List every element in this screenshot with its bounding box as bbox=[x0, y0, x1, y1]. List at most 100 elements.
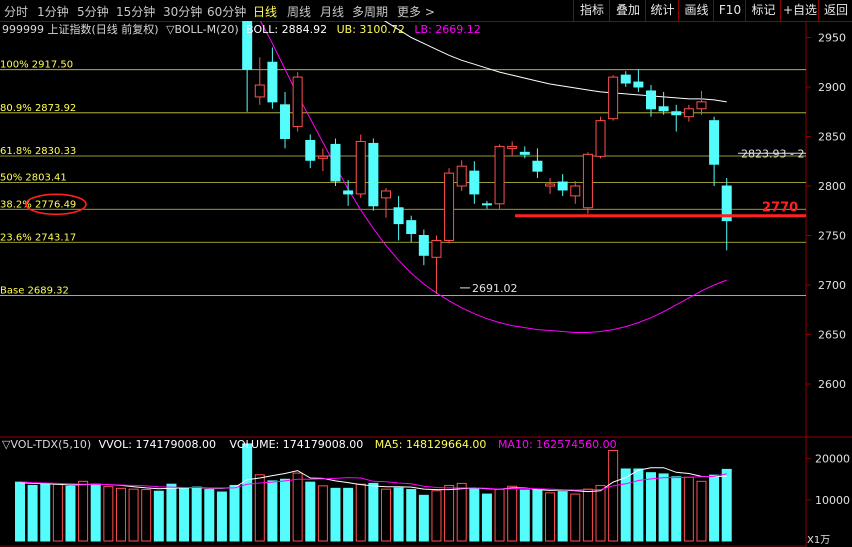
tab-60min[interactable]: 60分钟 bbox=[207, 5, 247, 19]
candle[interactable] bbox=[696, 90, 707, 115]
candle-body-down bbox=[646, 90, 656, 110]
candle-body-up bbox=[456, 165, 467, 187]
volume-bars[interactable] bbox=[15, 443, 732, 542]
candle-body-up bbox=[545, 183, 556, 187]
price-tick-label: 2750 bbox=[818, 230, 846, 243]
price-tick-label: 2850 bbox=[818, 131, 846, 144]
price-tick-label: 2600 bbox=[818, 378, 846, 391]
tab-15min[interactable]: 15分钟 bbox=[116, 5, 156, 19]
candle[interactable] bbox=[368, 138, 379, 211]
candle[interactable] bbox=[431, 235, 442, 294]
candle[interactable] bbox=[671, 104, 682, 132]
boll-lower-line bbox=[259, 21, 727, 333]
volume-bar bbox=[582, 488, 593, 542]
candle-body-down bbox=[406, 220, 417, 235]
fib-label: 50% 2803.41 bbox=[0, 173, 67, 184]
draw-button[interactable]: 画线 bbox=[678, 0, 714, 21]
indicator-name: ▽BOLL-M(20) bbox=[166, 23, 239, 36]
back-button[interactable]: 返回 bbox=[818, 0, 852, 21]
candle[interactable] bbox=[494, 144, 505, 209]
candle[interactable] bbox=[646, 85, 656, 117]
candle[interactable] bbox=[507, 141, 518, 157]
candle[interactable] bbox=[557, 174, 568, 196]
volume-bar bbox=[557, 491, 568, 542]
candle[interactable] bbox=[481, 200, 492, 209]
fib-label: 38.2% 2776.49 bbox=[0, 199, 76, 210]
candle[interactable] bbox=[608, 75, 619, 121]
candle-body-up bbox=[570, 185, 581, 197]
candle[interactable] bbox=[305, 134, 316, 169]
price-axis: 2950 2900 2850 2800 2750 2700 2650 2600 bbox=[806, 32, 846, 391]
candle[interactable] bbox=[292, 72, 303, 132]
candle[interactable] bbox=[242, 21, 253, 112]
ma10-value: MA10: 162574560.00 bbox=[498, 438, 617, 451]
candle[interactable] bbox=[595, 116, 606, 159]
candle-body-down bbox=[658, 106, 669, 112]
volume-moving-averages bbox=[19, 467, 727, 493]
volume-bar bbox=[545, 492, 556, 542]
candle[interactable] bbox=[444, 168, 455, 244]
tab-30min[interactable]: 30分钟 bbox=[163, 5, 203, 19]
candle-body-up bbox=[317, 155, 328, 159]
volume-bar bbox=[27, 484, 38, 542]
candle[interactable] bbox=[406, 215, 417, 243]
volume-bar bbox=[128, 488, 139, 542]
security-name: 999999 上证指数(日线 前复权) bbox=[2, 22, 159, 36]
overlay-button[interactable]: 叠加 bbox=[609, 0, 646, 21]
candle[interactable] bbox=[709, 116, 720, 186]
candle[interactable] bbox=[469, 161, 480, 204]
candle[interactable] bbox=[343, 180, 354, 206]
volume-bar bbox=[608, 449, 619, 542]
tab-intraday[interactable]: 分时 bbox=[4, 5, 29, 19]
candle[interactable] bbox=[254, 57, 265, 105]
add-watchlist-button[interactable]: +自选 bbox=[780, 0, 819, 21]
tab-monthly[interactable]: 月线 bbox=[320, 5, 345, 19]
volume-bar bbox=[204, 489, 215, 542]
candle[interactable] bbox=[418, 229, 429, 266]
candle[interactable] bbox=[280, 91, 291, 149]
volume-bar bbox=[671, 476, 682, 542]
tab-more[interactable]: 更多 > bbox=[397, 5, 435, 19]
price-tick-label: 2900 bbox=[818, 81, 846, 94]
mark-button[interactable]: 标记 bbox=[745, 0, 781, 21]
volume-bar bbox=[343, 487, 354, 542]
candle[interactable] bbox=[532, 148, 543, 179]
fib-label: 100% 2917.50 bbox=[0, 60, 73, 71]
candle[interactable] bbox=[330, 138, 341, 186]
candle[interactable] bbox=[620, 71, 631, 87]
candle[interactable] bbox=[380, 187, 391, 218]
candle[interactable] bbox=[721, 178, 732, 251]
candle[interactable] bbox=[683, 104, 694, 122]
volume-unit-label: X1万 bbox=[807, 535, 830, 546]
volume-bar bbox=[355, 483, 366, 542]
candlesticks[interactable] bbox=[16, 21, 732, 294]
candle[interactable] bbox=[582, 152, 593, 214]
candle[interactable] bbox=[393, 195, 404, 241]
stats-button[interactable]: 统计 bbox=[645, 0, 679, 21]
annotations: 3105.58 - 3100.683008.73 - 2984.972691.0… bbox=[25, 147, 806, 295]
candle[interactable] bbox=[317, 148, 328, 172]
tab-5min[interactable]: 5分钟 bbox=[77, 5, 109, 19]
candle[interactable] bbox=[545, 178, 556, 194]
tab-1min[interactable]: 1分钟 bbox=[37, 5, 69, 19]
candle[interactable] bbox=[456, 160, 467, 191]
volume-value: VOLUME: 174179008.00 bbox=[229, 438, 363, 451]
candle[interactable] bbox=[570, 181, 581, 204]
candle[interactable] bbox=[633, 69, 644, 92]
indicator-button[interactable]: 指标 bbox=[573, 0, 610, 21]
candle-body-down bbox=[620, 74, 631, 84]
f10-button[interactable]: F10 bbox=[713, 0, 746, 21]
volume-bar bbox=[52, 483, 63, 542]
volume-bar bbox=[267, 480, 278, 542]
candle[interactable] bbox=[355, 134, 366, 198]
candle[interactable] bbox=[267, 47, 278, 109]
volume-ma5-line bbox=[19, 467, 727, 493]
tab-weekly[interactable]: 周线 bbox=[287, 5, 312, 19]
candle[interactable] bbox=[658, 91, 669, 115]
chart-area[interactable]: 238.2% 3232.83200% 3145.07161.8% 3058.31… bbox=[0, 21, 852, 547]
candle-body-down bbox=[557, 181, 568, 191]
fib-label: 61.8% 2830.33 bbox=[0, 146, 76, 157]
candle[interactable] bbox=[519, 146, 530, 159]
tab-multi-period[interactable]: 多周期 bbox=[352, 5, 389, 19]
tab-daily[interactable]: 日线 bbox=[253, 5, 278, 19]
